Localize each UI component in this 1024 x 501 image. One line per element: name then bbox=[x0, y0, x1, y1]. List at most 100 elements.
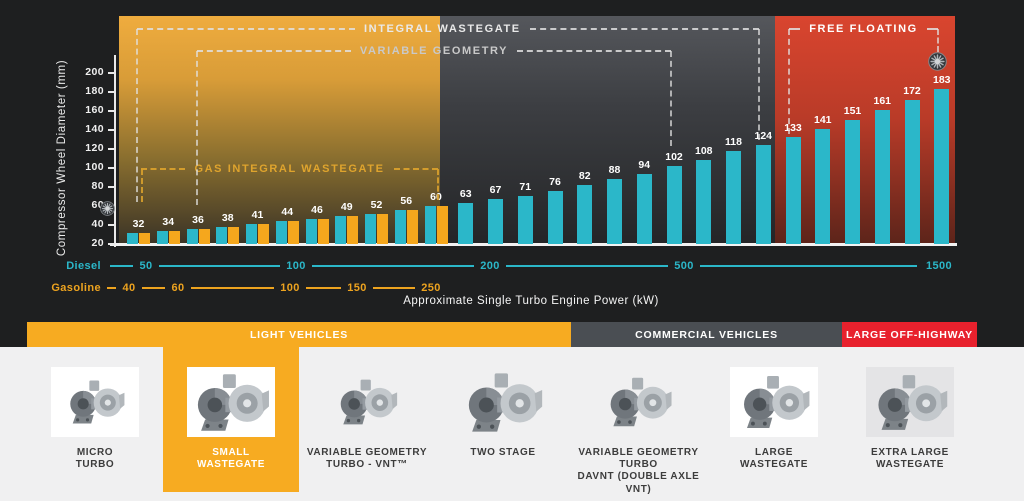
bar-value-label: 49 bbox=[340, 201, 353, 214]
diesel-bar bbox=[815, 129, 831, 244]
diesel-bar bbox=[365, 213, 376, 244]
turbocharger-product-image bbox=[595, 367, 683, 437]
product-item-variable-geometry-turbo-vnt[interactable]: VARIABLE GEOMETRY TURBO - VNT™ bbox=[299, 347, 435, 501]
category-large-off-highway[interactable]: LARGE OFF-HIGHWAY bbox=[842, 322, 977, 347]
diesel-bar bbox=[636, 173, 652, 244]
product-item-variable-geometry-turbo-davnt[interactable]: VARIABLE GEOMETRY TURBO DAVNT (DOUBLE AXLE… bbox=[571, 347, 706, 501]
x-scale-value: 250 bbox=[421, 282, 441, 294]
product-label-line: SMALL bbox=[212, 447, 250, 458]
product-label-line: WASTEGATE bbox=[197, 459, 265, 471]
diesel-bar bbox=[845, 119, 860, 244]
bar-value-label: 94 bbox=[638, 158, 651, 171]
y-tick-mark bbox=[108, 186, 115, 188]
region-free-floating-area bbox=[775, 16, 955, 244]
diesel-bar bbox=[458, 203, 474, 244]
bar-value-label: 172 bbox=[903, 84, 921, 97]
dashed-line bbox=[137, 28, 355, 30]
region-gas-integral-wastegate-area bbox=[119, 16, 440, 244]
gasoline-power-scale: Gasoline 40 60 100 150 250 bbox=[0, 281, 1024, 295]
turbine-wheel-icon bbox=[928, 52, 947, 71]
diesel-bar bbox=[904, 99, 920, 244]
x-scale-line bbox=[159, 265, 280, 267]
product-label: VARIABLE GEOMETRY TURBO - VNT™ bbox=[299, 447, 435, 471]
diesel-bar bbox=[488, 199, 503, 244]
product-item-extra-large-wastegate[interactable]: EXTRA LARGE WASTEGATE bbox=[842, 347, 978, 501]
bar-value-label: 36 bbox=[192, 213, 204, 226]
bar-value-label: 108 bbox=[694, 145, 713, 158]
product-item-large-wastegate[interactable]: LARGE WASTEGATE bbox=[706, 347, 842, 501]
turbocharger-product-image bbox=[323, 367, 411, 437]
y-tick-label: 80 bbox=[91, 180, 104, 192]
product-label: VARIABLE GEOMETRY TURBO DAVNT (DOUBLE AXLE… bbox=[571, 447, 706, 496]
diesel-power-scale: Diesel 50 100 200 500 1500 bbox=[0, 259, 1024, 273]
gasoline-bar bbox=[198, 228, 210, 244]
dashed-line bbox=[136, 29, 138, 202]
bar-value-label: 67 bbox=[489, 184, 502, 197]
diesel-bar bbox=[874, 110, 890, 244]
turbocharger-product-image bbox=[866, 367, 954, 437]
bar-value-label: 76 bbox=[549, 175, 561, 188]
region-label-integral-wastegate: INTEGRAL WASTEGATE bbox=[364, 23, 521, 35]
category-label: COMMERCIAL VEHICLES bbox=[635, 328, 778, 341]
product-item-small-wastegate[interactable]: SMALL WASTEGATE bbox=[163, 347, 299, 501]
x-scale-value: 1500 bbox=[925, 260, 953, 272]
product-label-line: TURBO bbox=[619, 459, 658, 471]
dashed-line bbox=[789, 28, 801, 30]
x-scale-line bbox=[306, 287, 341, 289]
product-label-line: WASTEGATE bbox=[876, 459, 944, 471]
bar-value-label: 44 bbox=[281, 206, 294, 219]
diesel-bar bbox=[785, 136, 801, 244]
dashed-line bbox=[197, 50, 351, 52]
x-scale-value: 40 bbox=[122, 282, 136, 294]
diesel-bar bbox=[335, 216, 347, 244]
chart-section: Compressor Wheel Diameter (mm) 20 40 60 80 1… bbox=[0, 0, 1024, 347]
x-scale-line bbox=[700, 265, 917, 267]
turbocharger-product-image bbox=[51, 367, 139, 437]
bar-value-label: 32 bbox=[132, 217, 145, 230]
y-tick-mark bbox=[108, 91, 115, 93]
product-label: LARGE WASTEGATE bbox=[706, 447, 842, 471]
x-scale-value: 100 bbox=[280, 282, 300, 294]
turbocharger-product-image bbox=[459, 367, 547, 437]
region-label-free-floating: FREE FLOATING bbox=[809, 23, 918, 35]
x-scale-line bbox=[191, 287, 274, 289]
product-label-line: DAVNT (DOUBLE AXLE bbox=[577, 471, 700, 483]
gasoline-scale-label: Gasoline bbox=[51, 282, 101, 294]
gasoline-bar bbox=[228, 226, 240, 244]
product-label: MICRO TURBO bbox=[27, 447, 163, 471]
diesel-bar bbox=[696, 160, 712, 244]
x-scale-value: 50 bbox=[139, 260, 153, 272]
bar-value-label: 63 bbox=[459, 188, 472, 201]
diesel-bar bbox=[424, 206, 436, 244]
y-tick-label: 20 bbox=[91, 237, 104, 249]
product-label: SMALL WASTEGATE bbox=[163, 447, 299, 471]
region-label-variable-geometry: VARIABLE GEOMETRY bbox=[359, 45, 509, 57]
product-item-micro-turbo[interactable]: MICRO TURBO bbox=[27, 347, 163, 501]
x-scale-line bbox=[373, 287, 415, 289]
diesel-bar bbox=[547, 190, 563, 244]
dashed-line bbox=[437, 169, 439, 200]
gasoline-bar bbox=[287, 221, 299, 244]
category-commercial-vehicles[interactable]: COMMERCIAL VEHICLES bbox=[571, 322, 842, 347]
bar-value-label: 71 bbox=[519, 180, 532, 193]
dashed-line bbox=[196, 51, 198, 205]
x-scale-value: 200 bbox=[480, 260, 500, 272]
dashed-line bbox=[937, 29, 939, 52]
dashed-line bbox=[529, 28, 759, 30]
y-tick-label: 40 bbox=[91, 218, 104, 230]
y-tick-label: 180 bbox=[85, 85, 104, 97]
product-label: EXTRA LARGE WASTEGATE bbox=[842, 447, 978, 471]
gasoline-bar bbox=[139, 232, 150, 244]
category-light-vehicles[interactable]: LIGHT VEHICLES bbox=[27, 322, 571, 347]
bar-value-label: 52 bbox=[370, 198, 383, 211]
diesel-bar bbox=[216, 226, 228, 244]
product-item-two-stage[interactable]: TWO STAGE bbox=[435, 347, 571, 501]
category-label: LARGE OFF-HIGHWAY bbox=[846, 328, 973, 341]
dashed-line bbox=[393, 168, 438, 170]
dashed-line bbox=[141, 169, 143, 202]
diesel-scale-label: Diesel bbox=[66, 260, 101, 272]
y-tick-mark bbox=[108, 224, 115, 226]
bar-value-label: 38 bbox=[221, 211, 234, 224]
bar-value-label: 60 bbox=[430, 191, 442, 203]
